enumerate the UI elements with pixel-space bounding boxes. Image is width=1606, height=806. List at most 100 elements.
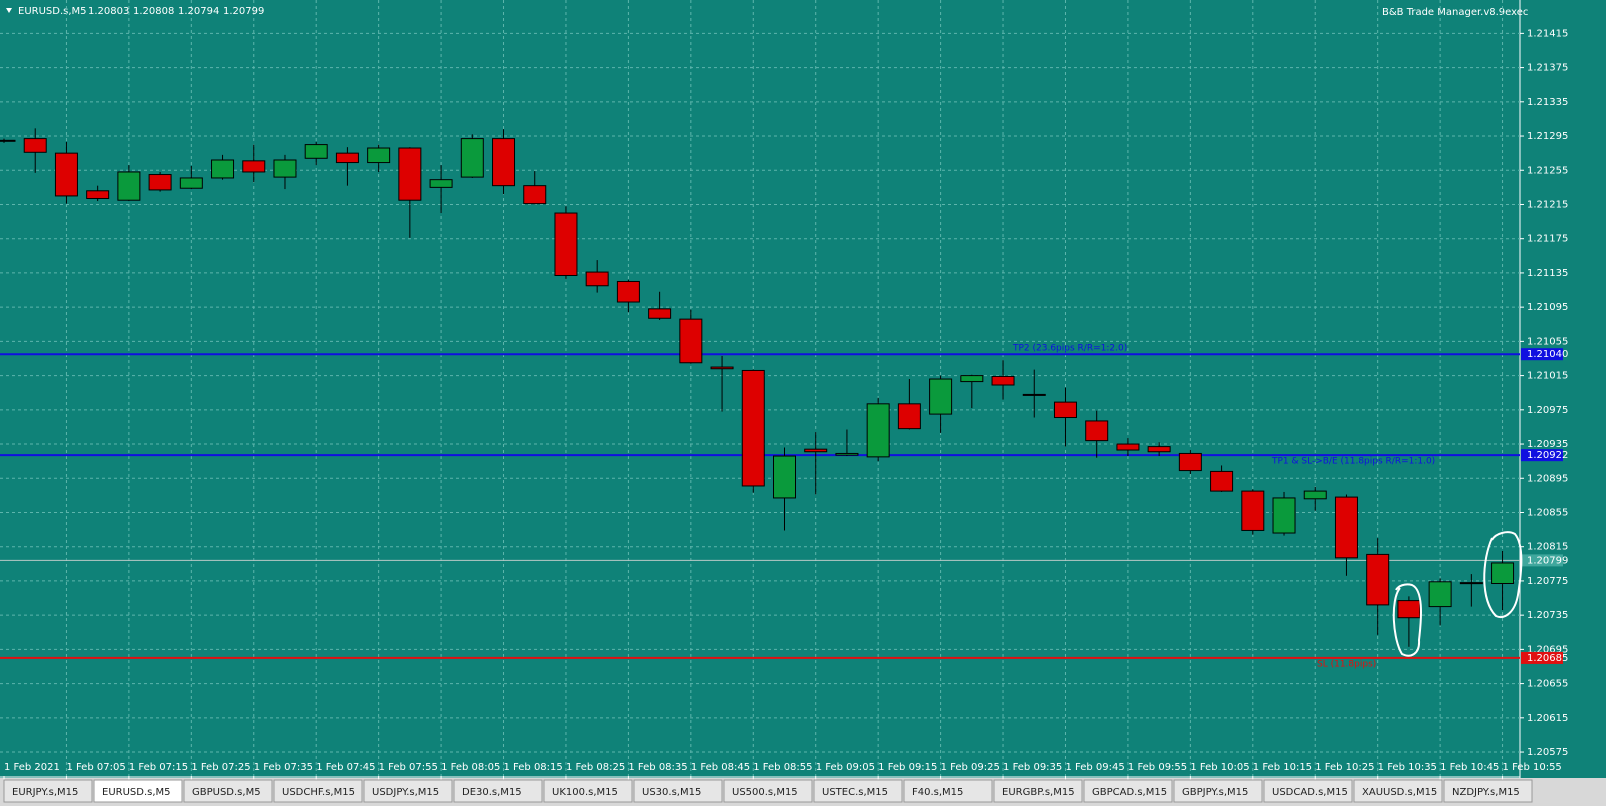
y-tick-label: 1.20935 <box>1527 439 1568 450</box>
y-tick-label: 1.20735 <box>1527 610 1568 621</box>
tab[interactable] <box>993 779 1083 803</box>
candle-body <box>179 177 203 189</box>
tab[interactable] <box>813 779 903 803</box>
candle-body <box>741 369 765 487</box>
x-tick-label: 1 Feb 09:45 <box>1065 762 1124 773</box>
header-price: 1.20808 <box>133 6 174 17</box>
candle-body <box>1147 446 1171 453</box>
tab-label[interactable]: GBPJPY.s,M15 <box>1182 787 1248 798</box>
level-label: SL (11.8pips) <box>1317 659 1376 669</box>
candle-body <box>1397 600 1421 619</box>
candle-body <box>897 403 921 430</box>
tab-label[interactable]: EURGBP.s,M15 <box>1002 787 1075 798</box>
candle-body <box>304 144 328 159</box>
y-tick-label: 1.21215 <box>1527 199 1568 210</box>
tab[interactable] <box>903 779 993 803</box>
candle-body <box>835 452 859 456</box>
x-tick-label: 1 Feb 09:25 <box>941 762 1000 773</box>
tab[interactable] <box>183 779 273 803</box>
y-tick-label: 1.21095 <box>1527 302 1568 313</box>
tab-label[interactable]: NZDJPY.s,M15 <box>1452 787 1520 798</box>
x-tick-label: 1 Feb 10:55 <box>1503 762 1562 773</box>
x-tick-label: 1 Feb 08:45 <box>691 762 750 773</box>
candle-body <box>335 152 359 164</box>
tab[interactable] <box>273 779 363 803</box>
y-tick-label: 1.21295 <box>1527 131 1568 142</box>
y-tick-label: 1.20615 <box>1527 713 1568 724</box>
tab-label[interactable]: DE30.s,M15 <box>462 787 522 798</box>
tab[interactable] <box>1353 779 1443 803</box>
x-tick-label: 1 Feb 07:05 <box>66 762 125 773</box>
tab-label[interactable]: US500.s,M15 <box>732 787 798 798</box>
tab[interactable] <box>453 779 543 803</box>
tab[interactable] <box>1083 779 1173 803</box>
tab-label[interactable]: USDCHF.s,M15 <box>282 787 355 798</box>
level-tag <box>1521 651 1563 664</box>
x-tick-label: 1 Feb 07:15 <box>129 762 188 773</box>
x-tick-label: 1 Feb 09:05 <box>816 762 875 773</box>
tab-label[interactable]: UK100.s,M15 <box>552 787 618 798</box>
menu-arrow[interactable] <box>6 8 12 13</box>
tab-label[interactable]: USTEC.s,M15 <box>822 787 888 798</box>
x-tick-label: 1 Feb 10:35 <box>1378 762 1437 773</box>
candle-body <box>1241 490 1265 531</box>
y-tick-label: 1.20855 <box>1527 507 1568 518</box>
x-tick-label: 1 Feb 10:15 <box>1253 762 1312 773</box>
x-tick-label: 1 Feb 09:35 <box>1003 762 1062 773</box>
tab-label[interactable]: USDCAD.s,M15 <box>1272 787 1348 798</box>
tab[interactable] <box>633 779 723 803</box>
tab-label[interactable]: USDJPY.s,M15 <box>372 787 439 798</box>
header-price: 1.20799 <box>223 6 264 17</box>
candle-body <box>710 366 734 370</box>
y-tick-label: 1.20775 <box>1527 576 1568 587</box>
tab[interactable] <box>723 779 813 803</box>
tab[interactable] <box>3 779 93 803</box>
level-tag <box>1521 449 1563 462</box>
tab[interactable] <box>93 779 183 803</box>
candle-body <box>273 159 297 178</box>
tab-label[interactable]: GBPUSD.s,M5 <box>192 787 261 798</box>
tab[interactable] <box>1443 779 1533 803</box>
x-tick-label: 1 Feb 08:15 <box>504 762 563 773</box>
candle-body <box>460 138 484 178</box>
tab[interactable] <box>363 779 453 803</box>
hand-drawn-marks <box>1392 531 1523 657</box>
tab-label[interactable]: F40.s,M15 <box>912 787 963 798</box>
chart-title: EURUSD.s,M5 <box>18 6 87 17</box>
candle-body <box>1272 497 1296 534</box>
y-tick-label: 1.21015 <box>1527 371 1568 382</box>
indicator-name: B&B Trade Manager.v8.9exec <box>1382 7 1528 18</box>
tab-label[interactable]: EURJPY.s,M15 <box>12 787 78 798</box>
circle-mark <box>1392 583 1423 657</box>
x-tick-label: 1 Feb 08:05 <box>441 762 500 773</box>
x-tick-label: 1 Feb 07:55 <box>379 762 438 773</box>
y-tick-label: 1.20895 <box>1527 473 1568 484</box>
y-tick-label: 1.20575 <box>1527 747 1568 758</box>
candle-body <box>0 139 16 142</box>
x-tick-label: 1 Feb 08:35 <box>628 762 687 773</box>
candle-body <box>117 171 141 201</box>
tab[interactable] <box>1263 779 1353 803</box>
candle-body <box>585 271 609 287</box>
y-tick-label: 1.20695 <box>1527 644 1568 655</box>
y-tick-label: 1.21375 <box>1527 63 1568 74</box>
level-label: TP1 & SL->B/E (11.8pips R/R=1:1.0) <box>1271 457 1435 467</box>
tab-label[interactable]: EURUSD.s,M5 <box>102 787 171 798</box>
y-tick-label: 1.20815 <box>1527 542 1568 553</box>
tab-label[interactable]: US30.s,M15 <box>642 787 701 798</box>
x-tick-label: 1 Feb 07:25 <box>191 762 250 773</box>
tab[interactable] <box>543 779 633 803</box>
x-tick-label: 1 Feb 08:25 <box>566 762 625 773</box>
candle-body <box>991 375 1015 386</box>
x-tick-label: 1 Feb 10:05 <box>1190 762 1249 773</box>
candle-body <box>523 185 547 205</box>
level-label: TP2 (23.6pips R/R=1:2.0) <box>1012 344 1127 354</box>
candle-body <box>804 448 828 453</box>
tab[interactable] <box>1173 779 1263 803</box>
candle-body <box>554 212 578 276</box>
candle-body <box>54 152 78 197</box>
tab-label[interactable]: GBPCAD.s,M15 <box>1092 787 1167 798</box>
tab-label[interactable]: XAUUSD.s,M15 <box>1362 787 1437 798</box>
x-tick-label: 1 Feb 07:35 <box>254 762 313 773</box>
